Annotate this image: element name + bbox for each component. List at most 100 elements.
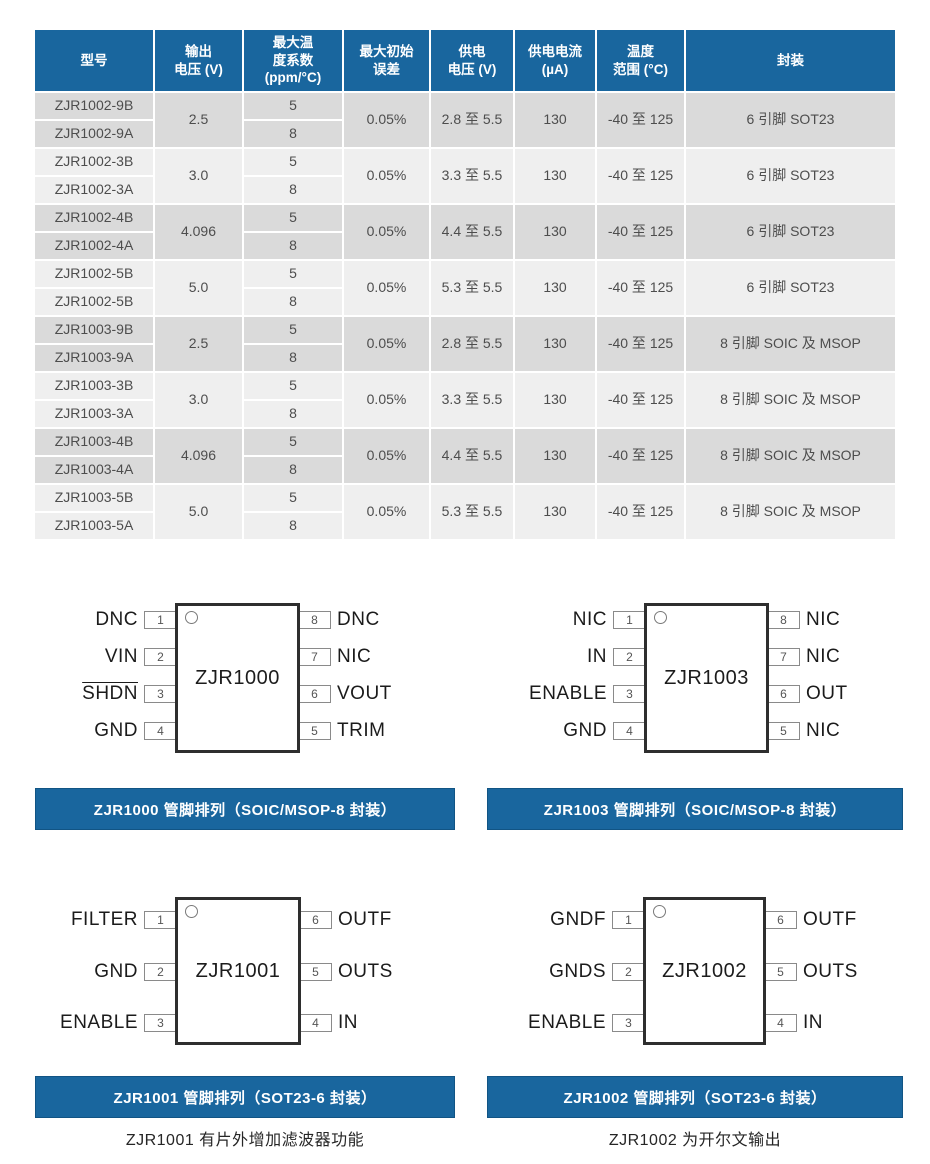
pin-label: IN bbox=[587, 646, 607, 667]
tempco-cell: 8 bbox=[244, 401, 342, 427]
table-row: ZJR1002-9B 2.5 5 0.05% 2.8 至 5.5 130 -40… bbox=[35, 93, 895, 147]
pin-row: GND 2 bbox=[40, 961, 177, 983]
chip-body: ZJR1001 bbox=[175, 897, 301, 1045]
pin-number: 1 bbox=[612, 911, 645, 929]
table-row: ZJR1003-9A 8 bbox=[35, 345, 895, 371]
pin-label: NIC bbox=[806, 720, 841, 741]
supply-cell: 4.4 至 5.5 bbox=[431, 429, 513, 483]
pin-label: DNC bbox=[95, 609, 138, 630]
pin-number: 4 bbox=[299, 1014, 332, 1032]
caption-zjr1003: ZJR1003 管脚排列（SOIC/MSOP-8 封装） bbox=[487, 788, 903, 830]
package-cell: 8 引脚 SOIC 及 MSOP bbox=[686, 317, 895, 371]
pin-number: 8 bbox=[298, 611, 331, 629]
pin-row: FILTER 1 bbox=[40, 909, 177, 931]
error-cell: 0.05% bbox=[344, 317, 429, 371]
error-cell: 0.05% bbox=[344, 373, 429, 427]
model-cell: ZJR1002-5B bbox=[35, 261, 153, 287]
pin-label: SHDN bbox=[82, 683, 138, 704]
tempco-cell: 5 bbox=[244, 149, 342, 175]
header-package: 封装 bbox=[686, 30, 895, 91]
header-error: 最大初始 误差 bbox=[344, 30, 429, 91]
pin-label: NIC bbox=[806, 646, 841, 667]
tempco-cell: 5 bbox=[244, 317, 342, 343]
caption-zjr1002: ZJR1002 管脚排列（SOT23-6 封装） bbox=[487, 1076, 903, 1118]
tempco-cell: 5 bbox=[244, 261, 342, 287]
note-zjr1002: ZJR1002 为开尔文输出 bbox=[608, 1132, 782, 1149]
tempco-cell: 5 bbox=[244, 373, 342, 399]
tempco-cell: 5 bbox=[244, 205, 342, 231]
error-cell: 0.05% bbox=[344, 149, 429, 203]
vout-cell: 3.0 bbox=[155, 149, 242, 203]
table-row: ZJR1002-9A 8 bbox=[35, 121, 895, 147]
pin-number: 6 bbox=[299, 911, 332, 929]
package-cell: 6 引脚 SOT23 bbox=[686, 149, 895, 203]
chip-body: ZJR1002 bbox=[643, 897, 766, 1045]
pin-label: GNDS bbox=[549, 961, 606, 982]
tempco-cell: 8 bbox=[244, 345, 342, 371]
vout-cell: 5.0 bbox=[155, 261, 242, 315]
pin-row: 7 NIC bbox=[298, 646, 371, 668]
pin-row: 5 TRIM bbox=[298, 720, 385, 742]
pin1-indicator-icon bbox=[654, 611, 667, 624]
pin-label: TRIM bbox=[337, 720, 386, 741]
pin-number: 1 bbox=[144, 911, 177, 929]
table-row: ZJR1002-5B 5.0 5 0.05% 5.3 至 5.5 130 -40… bbox=[35, 261, 895, 315]
pin-number: 4 bbox=[613, 722, 646, 740]
pin-number: 6 bbox=[298, 685, 331, 703]
vout-cell: 4.096 bbox=[155, 429, 242, 483]
pin-label: OUTS bbox=[803, 961, 858, 982]
pin-number: 3 bbox=[144, 685, 177, 703]
pin-label: NIC bbox=[337, 646, 372, 667]
package-cell: 8 引脚 SOIC 及 MSOP bbox=[686, 373, 895, 427]
error-cell: 0.05% bbox=[344, 485, 429, 539]
package-cell: 8 引脚 SOIC 及 MSOP bbox=[686, 485, 895, 539]
pin-label: VIN bbox=[104, 646, 138, 667]
pin-diagram-zjr1003: ZJR1003 NIC 1 IN 2 ENABLE 3 GND 4 8 NIC … bbox=[520, 598, 930, 766]
pin-label: IN bbox=[338, 1012, 358, 1033]
pin-label: OUT bbox=[806, 683, 848, 704]
vout-cell: 3.0 bbox=[155, 373, 242, 427]
vout-cell: 4.096 bbox=[155, 205, 242, 259]
vout-cell: 2.5 bbox=[155, 93, 242, 147]
tempco-cell: 8 bbox=[244, 233, 342, 259]
model-cell: ZJR1003-4A bbox=[35, 457, 153, 483]
current-cell: 130 bbox=[515, 93, 595, 147]
pin-label: ENABLE bbox=[60, 1012, 138, 1033]
pin-label: GNDF bbox=[550, 909, 606, 930]
table-row: ZJR1003-4A 8 bbox=[35, 457, 895, 483]
temp-range-cell: -40 至 125 bbox=[597, 317, 684, 371]
pin-number: 7 bbox=[767, 648, 800, 666]
supply-cell: 5.3 至 5.5 bbox=[431, 261, 513, 315]
table-row: ZJR1003-3A 8 bbox=[35, 401, 895, 427]
table-row: ZJR1002-4B 4.096 5 0.05% 4.4 至 5.5 130 -… bbox=[35, 205, 895, 259]
pin-label: FILTER bbox=[70, 909, 138, 930]
temp-range-cell: -40 至 125 bbox=[597, 93, 684, 147]
pin-row: 5 OUTS bbox=[299, 961, 393, 983]
pin-number: 5 bbox=[298, 722, 331, 740]
pin-label: ENABLE bbox=[529, 683, 607, 704]
chip-body: ZJR1003 bbox=[644, 603, 769, 753]
tempco-cell: 5 bbox=[244, 429, 342, 455]
current-cell: 130 bbox=[515, 485, 595, 539]
model-cell: ZJR1003-3A bbox=[35, 401, 153, 427]
model-cell: ZJR1003-5A bbox=[35, 513, 153, 539]
model-cell: ZJR1003-9A bbox=[35, 345, 153, 371]
chip-body: ZJR1000 bbox=[175, 603, 300, 753]
chip-label: ZJR1002 bbox=[662, 959, 747, 982]
model-cell: ZJR1003-5B bbox=[35, 485, 153, 511]
pin-number: 3 bbox=[612, 1014, 645, 1032]
header-tempco: 最大温 度系数 (ppm/°C) bbox=[244, 30, 342, 91]
pin-row: 6 OUT bbox=[767, 683, 848, 705]
supply-cell: 5.3 至 5.5 bbox=[431, 485, 513, 539]
pin-label: GND bbox=[563, 720, 607, 741]
current-cell: 130 bbox=[515, 149, 595, 203]
pin-number: 1 bbox=[613, 611, 646, 629]
header-supply: 供电 电压 (V) bbox=[431, 30, 513, 91]
header-model: 型号 bbox=[35, 30, 153, 91]
error-cell: 0.05% bbox=[344, 205, 429, 259]
pin-row: GNDF 1 bbox=[500, 909, 645, 931]
model-cell: ZJR1002-4A bbox=[35, 233, 153, 259]
header-vout: 输出 电压 (V) bbox=[155, 30, 242, 91]
supply-cell: 3.3 至 5.5 bbox=[431, 373, 513, 427]
